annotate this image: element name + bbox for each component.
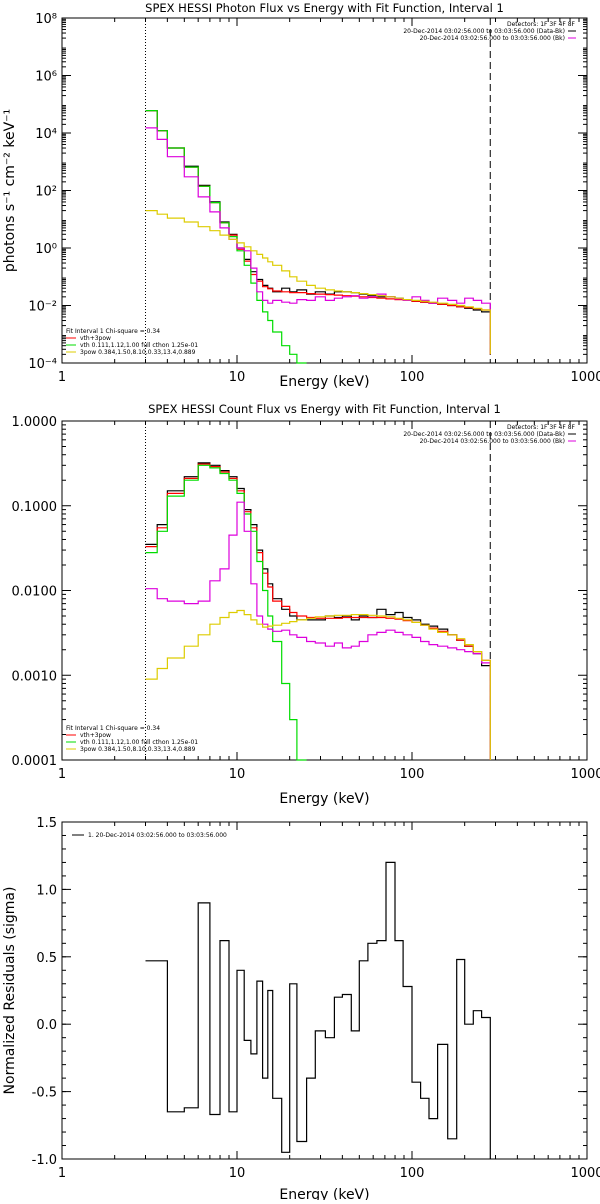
legend-bottom-entry: vth+3pow bbox=[80, 732, 111, 739]
y-tick-label: 0.0001 bbox=[12, 754, 58, 769]
plot-frame-1 bbox=[61, 17, 588, 364]
series-line-1-4 bbox=[145, 127, 491, 355]
y-tick-label: 10⁶ bbox=[35, 70, 57, 85]
legend-top-entry: 20-Dec-2014 03:02:56.000 to 03:03:56.000… bbox=[420, 438, 565, 445]
y-axis-label-3: Normalized Residuals (sigma) bbox=[2, 887, 18, 1095]
legend-top-entry: 20-Dec-2014 03:02:56.000 to 03:03:56.000… bbox=[403, 28, 565, 35]
x-tick-label: 10 bbox=[229, 370, 246, 385]
chart-title-2: SPEX HESSI Count Flux vs Energy with Fit… bbox=[148, 402, 501, 416]
legend-entry: 1. 20-Dec-2014 03:02:56.000 to 03:03:56.… bbox=[88, 832, 227, 839]
y-tick-label: 10⁻² bbox=[28, 300, 57, 315]
x-axis-label-2: Energy (keV) bbox=[279, 791, 369, 807]
legend-bottom-entry: 3pow 0.384,1.50,8.10,0.33,13.4,0.889 bbox=[80, 746, 196, 753]
legend-bottom-entry: vth 0.111,1.12,1.00 full cthon 1.25e-01 bbox=[80, 739, 198, 746]
legend-bottom-header: Fit Interval 1 Chi-square = 0.34 bbox=[66, 328, 160, 335]
x-axis-label-1: Energy (keV) bbox=[279, 374, 369, 390]
x-tick-label: 100 bbox=[400, 370, 425, 385]
y-tick-label: 10⁰ bbox=[35, 242, 57, 257]
y-tick-label: 10² bbox=[35, 185, 57, 200]
y-tick-label: 10⁴ bbox=[35, 127, 57, 142]
legend-bottom-entry: vth 0.111,1.12,1.00 full cthon 1.25e-01 bbox=[80, 342, 198, 349]
y-tick-label: 0.1000 bbox=[12, 500, 58, 515]
y-tick-label: 1.0000 bbox=[12, 415, 58, 430]
x-tick-label: 10 bbox=[229, 767, 246, 782]
y-tick-label: 10⁸ bbox=[35, 12, 57, 27]
x-tick-label: 1 bbox=[58, 767, 66, 782]
plot-frame-3 bbox=[61, 821, 588, 1160]
x-tick-label: 1000 bbox=[570, 370, 600, 385]
series-line-1-2 bbox=[145, 110, 491, 355]
y-tick-label: 1.5 bbox=[36, 816, 57, 831]
y-tick-label: 0.0010 bbox=[12, 669, 58, 684]
series-line-1-5 bbox=[145, 210, 491, 355]
y-tick-label: 0.0 bbox=[36, 1018, 57, 1033]
y-tick-label: 0.0100 bbox=[12, 585, 58, 600]
y-tick-label: 0.5 bbox=[36, 951, 57, 966]
series-line-2-1 bbox=[145, 462, 491, 760]
legend-bottom-header: Fit Interval 1 Chi-square = 0.34 bbox=[66, 725, 160, 732]
x-tick-label: 1 bbox=[58, 1166, 66, 1181]
x-tick-label: 1 bbox=[58, 370, 66, 385]
legend-bottom-entry: 3pow 0.384,1.50,8.10,0.33,13.4,0.889 bbox=[80, 349, 196, 356]
legend-top-header: Detectors: 1F 3F 4F 8F bbox=[507, 21, 576, 28]
x-tick-label: 10 bbox=[229, 1166, 246, 1181]
x-axis-label-3: Energy (keV) bbox=[279, 1187, 369, 1200]
series-line-3-1 bbox=[145, 861, 491, 1159]
y-axis-label-1: photons s⁻¹ cm⁻² keV⁻¹ bbox=[2, 109, 18, 272]
legend-top-entry: 20-Dec-2014 03:02:56.000 to 03:03:56.000… bbox=[420, 35, 565, 42]
x-tick-label: 1000 bbox=[570, 767, 600, 782]
legend-top-header: Detectors: 1F 3F 4F 8F bbox=[507, 424, 576, 431]
chart-title-1: SPEX HESSI Photon Flux vs Energy with Fi… bbox=[145, 1, 504, 15]
y-tick-label: 1.0 bbox=[36, 883, 57, 898]
plot-frame-2 bbox=[61, 420, 588, 761]
x-tick-label: 1000 bbox=[570, 1166, 600, 1181]
series-line-2-2 bbox=[145, 463, 491, 760]
series-line-2-3 bbox=[145, 464, 307, 761]
series-line-2-4 bbox=[145, 501, 491, 760]
y-tick-label: -1.0 bbox=[32, 1153, 57, 1168]
x-tick-label: 100 bbox=[400, 1166, 425, 1181]
x-tick-label: 100 bbox=[400, 767, 425, 782]
series-line-1-1 bbox=[145, 110, 491, 355]
series-line-2-5 bbox=[145, 609, 491, 760]
legend-top-entry: 20-Dec-2014 03:02:56.000 to 03:03:56.000… bbox=[403, 431, 565, 438]
y-tick-label: 10⁻⁴ bbox=[28, 357, 57, 372]
legend-bottom-entry: vth+3pow bbox=[80, 335, 111, 342]
series-line-1-3 bbox=[145, 110, 307, 364]
y-tick-label: -0.5 bbox=[32, 1086, 57, 1101]
